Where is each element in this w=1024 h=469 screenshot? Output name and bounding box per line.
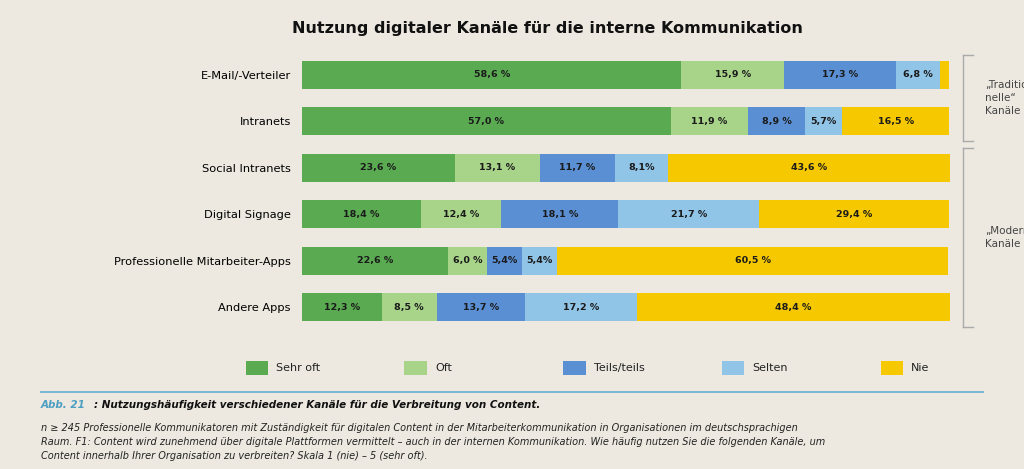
- Text: 23,6 %: 23,6 %: [360, 163, 396, 173]
- Text: : Nutzungshäufigkeit verschiedener Kanäle für die Verbreitung von Content.: : Nutzungshäufigkeit verschiedener Kanäl…: [94, 400, 541, 409]
- Bar: [615, 154, 668, 182]
- Bar: [759, 200, 949, 228]
- Text: „Traditio-
nelle“
Kanäle: „Traditio- nelle“ Kanäle: [985, 80, 1024, 116]
- Bar: [843, 107, 949, 136]
- Text: Oft: Oft: [435, 363, 452, 373]
- Text: 8,5 %: 8,5 %: [394, 303, 424, 312]
- Text: 8,9 %: 8,9 %: [762, 117, 792, 126]
- Bar: [525, 294, 637, 321]
- Text: Sehr oft: Sehr oft: [276, 363, 321, 373]
- Bar: [455, 154, 540, 182]
- Text: 58,6 %: 58,6 %: [473, 70, 510, 79]
- Bar: [557, 247, 948, 275]
- Text: 15,9 %: 15,9 %: [715, 70, 751, 79]
- Text: 8,1%: 8,1%: [628, 163, 654, 173]
- Text: Nie: Nie: [911, 363, 930, 373]
- Bar: [302, 61, 681, 89]
- Bar: [637, 294, 949, 321]
- Text: 13,1 %: 13,1 %: [479, 163, 515, 173]
- Bar: [668, 154, 949, 182]
- Bar: [449, 247, 487, 275]
- Bar: [302, 294, 382, 321]
- Bar: [302, 107, 671, 136]
- Text: 17,3 %: 17,3 %: [822, 70, 858, 79]
- Text: 6,0 %: 6,0 %: [453, 257, 482, 265]
- Bar: [487, 247, 522, 275]
- Bar: [421, 200, 502, 228]
- Text: 12,3 %: 12,3 %: [324, 303, 359, 312]
- Text: Abb. 21: Abb. 21: [41, 400, 86, 409]
- Text: 18,1 %: 18,1 %: [542, 210, 579, 219]
- Bar: [436, 294, 525, 321]
- Text: 48,4 %: 48,4 %: [775, 303, 811, 312]
- Text: 16,5 %: 16,5 %: [878, 117, 913, 126]
- Bar: [748, 107, 806, 136]
- Bar: [784, 61, 896, 89]
- Text: n ≥ 245 Professionelle Kommunikatoren mit Zuständigkeit für digitalen Content in: n ≥ 245 Professionelle Kommunikatoren mi…: [41, 423, 825, 461]
- Text: Selten: Selten: [753, 363, 788, 373]
- Bar: [681, 61, 784, 89]
- Bar: [302, 247, 449, 275]
- Text: 60,5 %: 60,5 %: [734, 257, 771, 265]
- Bar: [540, 154, 615, 182]
- Text: 11,9 %: 11,9 %: [691, 117, 727, 126]
- Text: 43,6 %: 43,6 %: [791, 163, 826, 173]
- Bar: [618, 200, 759, 228]
- Text: 29,4 %: 29,4 %: [836, 210, 872, 219]
- Bar: [302, 154, 455, 182]
- Bar: [502, 200, 618, 228]
- Text: Nutzung digitaler Kanäle für die interne Kommunikation: Nutzung digitaler Kanäle für die interne…: [292, 21, 803, 36]
- Bar: [382, 294, 436, 321]
- Text: 12,4 %: 12,4 %: [443, 210, 479, 219]
- Text: 13,7 %: 13,7 %: [463, 303, 499, 312]
- Text: 5,4%: 5,4%: [526, 257, 553, 265]
- Text: 11,7 %: 11,7 %: [559, 163, 596, 173]
- Bar: [896, 61, 940, 89]
- Text: „Moderne“
Kanäle: „Moderne“ Kanäle: [985, 226, 1024, 249]
- Bar: [940, 61, 949, 89]
- Text: 5,4%: 5,4%: [492, 257, 518, 265]
- Bar: [522, 247, 557, 275]
- Bar: [806, 107, 843, 136]
- Text: 5,7%: 5,7%: [811, 117, 837, 126]
- Text: 57,0 %: 57,0 %: [468, 117, 505, 126]
- Text: Teils/teils: Teils/teils: [594, 363, 645, 373]
- Text: 18,4 %: 18,4 %: [343, 210, 380, 219]
- Text: 6,8 %: 6,8 %: [903, 70, 933, 79]
- Bar: [671, 107, 748, 136]
- Text: 22,6 %: 22,6 %: [357, 257, 393, 265]
- Text: 17,2 %: 17,2 %: [563, 303, 599, 312]
- Bar: [302, 200, 421, 228]
- Text: 21,7 %: 21,7 %: [671, 210, 707, 219]
